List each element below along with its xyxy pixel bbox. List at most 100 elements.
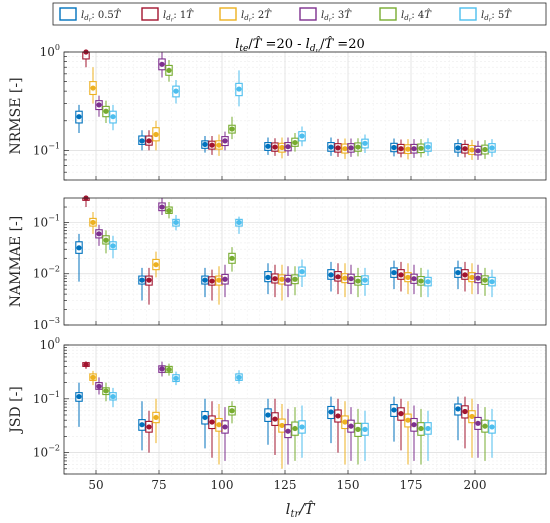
box-5-200 [488, 408, 496, 458]
box-iqr [208, 276, 216, 286]
box-iqr [89, 217, 97, 227]
median-marker [279, 422, 285, 429]
box-1-150 [334, 398, 342, 453]
median-marker [159, 61, 165, 67]
box-iqr [454, 267, 462, 278]
box-iqr [397, 407, 405, 421]
median-marker [272, 416, 278, 422]
box-4-175 [417, 408, 425, 465]
box-4-75 [165, 202, 173, 219]
median-marker [216, 142, 222, 148]
box-0.5-100 [201, 398, 209, 449]
median-marker [229, 126, 235, 132]
box-iqr [474, 416, 482, 430]
box-iqr [347, 273, 355, 284]
median-marker [110, 114, 116, 120]
median-marker [425, 425, 431, 432]
box-iqr [228, 124, 236, 134]
box-iqr [454, 143, 462, 153]
median-marker [146, 277, 152, 283]
box-2-175 [404, 401, 412, 465]
median-marker [335, 145, 341, 151]
median-marker [299, 133, 305, 139]
median-marker [229, 255, 235, 261]
box-iqr [461, 405, 469, 419]
box-4-75 [165, 363, 173, 376]
box-3-125 [284, 408, 292, 465]
median-marker [391, 270, 397, 276]
x-axis-label: ltr/T̂ [286, 500, 316, 520]
box-iqr [347, 419, 355, 433]
box-1-200 [461, 261, 469, 292]
median-marker [216, 422, 222, 428]
box-iqr [235, 373, 243, 381]
box-5-200 [488, 269, 496, 298]
box-1-75 [145, 130, 153, 151]
box-iqr [158, 365, 166, 373]
median-marker [209, 419, 215, 425]
box-iqr [264, 142, 272, 151]
median-marker [482, 277, 488, 283]
box-4-100 [228, 247, 236, 272]
median-marker [139, 422, 145, 428]
median-marker [76, 245, 82, 251]
median-marker [202, 414, 208, 421]
box-iqr [361, 138, 369, 149]
median-marker [482, 423, 488, 429]
median-marker [110, 243, 116, 249]
median-marker [166, 208, 172, 214]
box-2-75 [152, 251, 160, 278]
box-iqr [89, 81, 97, 96]
x-tick-label: 175 [400, 478, 423, 492]
box-iqr [138, 135, 146, 145]
box-2-75 [152, 120, 160, 151]
box-iqr [152, 258, 160, 271]
box-5-125 [298, 405, 306, 458]
box-1-75 [145, 267, 153, 305]
box-iqr [461, 143, 469, 154]
chart-panel-3: 100 10−1 10−2 JSD [-] [8, 336, 547, 475]
axes-frame [63, 51, 547, 181]
median-marker [362, 277, 368, 283]
median-marker [222, 424, 228, 430]
box-1-125 [271, 138, 279, 156]
box-0.5-175 [390, 396, 398, 442]
box-5-175 [424, 269, 432, 298]
box-3-150 [347, 407, 355, 461]
box-4-150 [354, 138, 362, 157]
box-iqr [390, 267, 398, 278]
box-iqr [410, 417, 418, 432]
median-marker [398, 146, 404, 152]
median-marker [348, 276, 354, 282]
box-3-175 [410, 405, 418, 461]
box-5-100 [235, 216, 243, 234]
box-3-125 [284, 137, 292, 156]
median-marker [103, 237, 109, 243]
median-marker [96, 102, 102, 108]
box-iqr [172, 374, 180, 383]
box-5-200 [488, 139, 496, 157]
box-iqr [354, 276, 362, 286]
box-4-150 [354, 408, 362, 465]
box-5-75 [172, 214, 180, 231]
box-iqr [390, 404, 398, 417]
y-tick-label: 10−1 [33, 390, 60, 406]
box-iqr [172, 218, 180, 227]
box-iqr [284, 424, 292, 439]
box-0.5-200 [454, 260, 462, 290]
median-marker [469, 413, 475, 420]
box-0.5-50 [75, 104, 83, 134]
box-5-50 [109, 104, 117, 131]
box-iqr [474, 145, 482, 156]
box-iqr [354, 422, 362, 437]
median-marker [482, 146, 488, 153]
box-iqr [264, 271, 272, 283]
median-marker [96, 231, 102, 237]
median-marker [391, 407, 397, 413]
box-iqr [109, 241, 117, 250]
median-marker [76, 114, 82, 120]
median-marker [236, 219, 242, 226]
median-marker [153, 262, 159, 268]
median-marker [222, 138, 228, 144]
box-2-200 [468, 139, 476, 160]
